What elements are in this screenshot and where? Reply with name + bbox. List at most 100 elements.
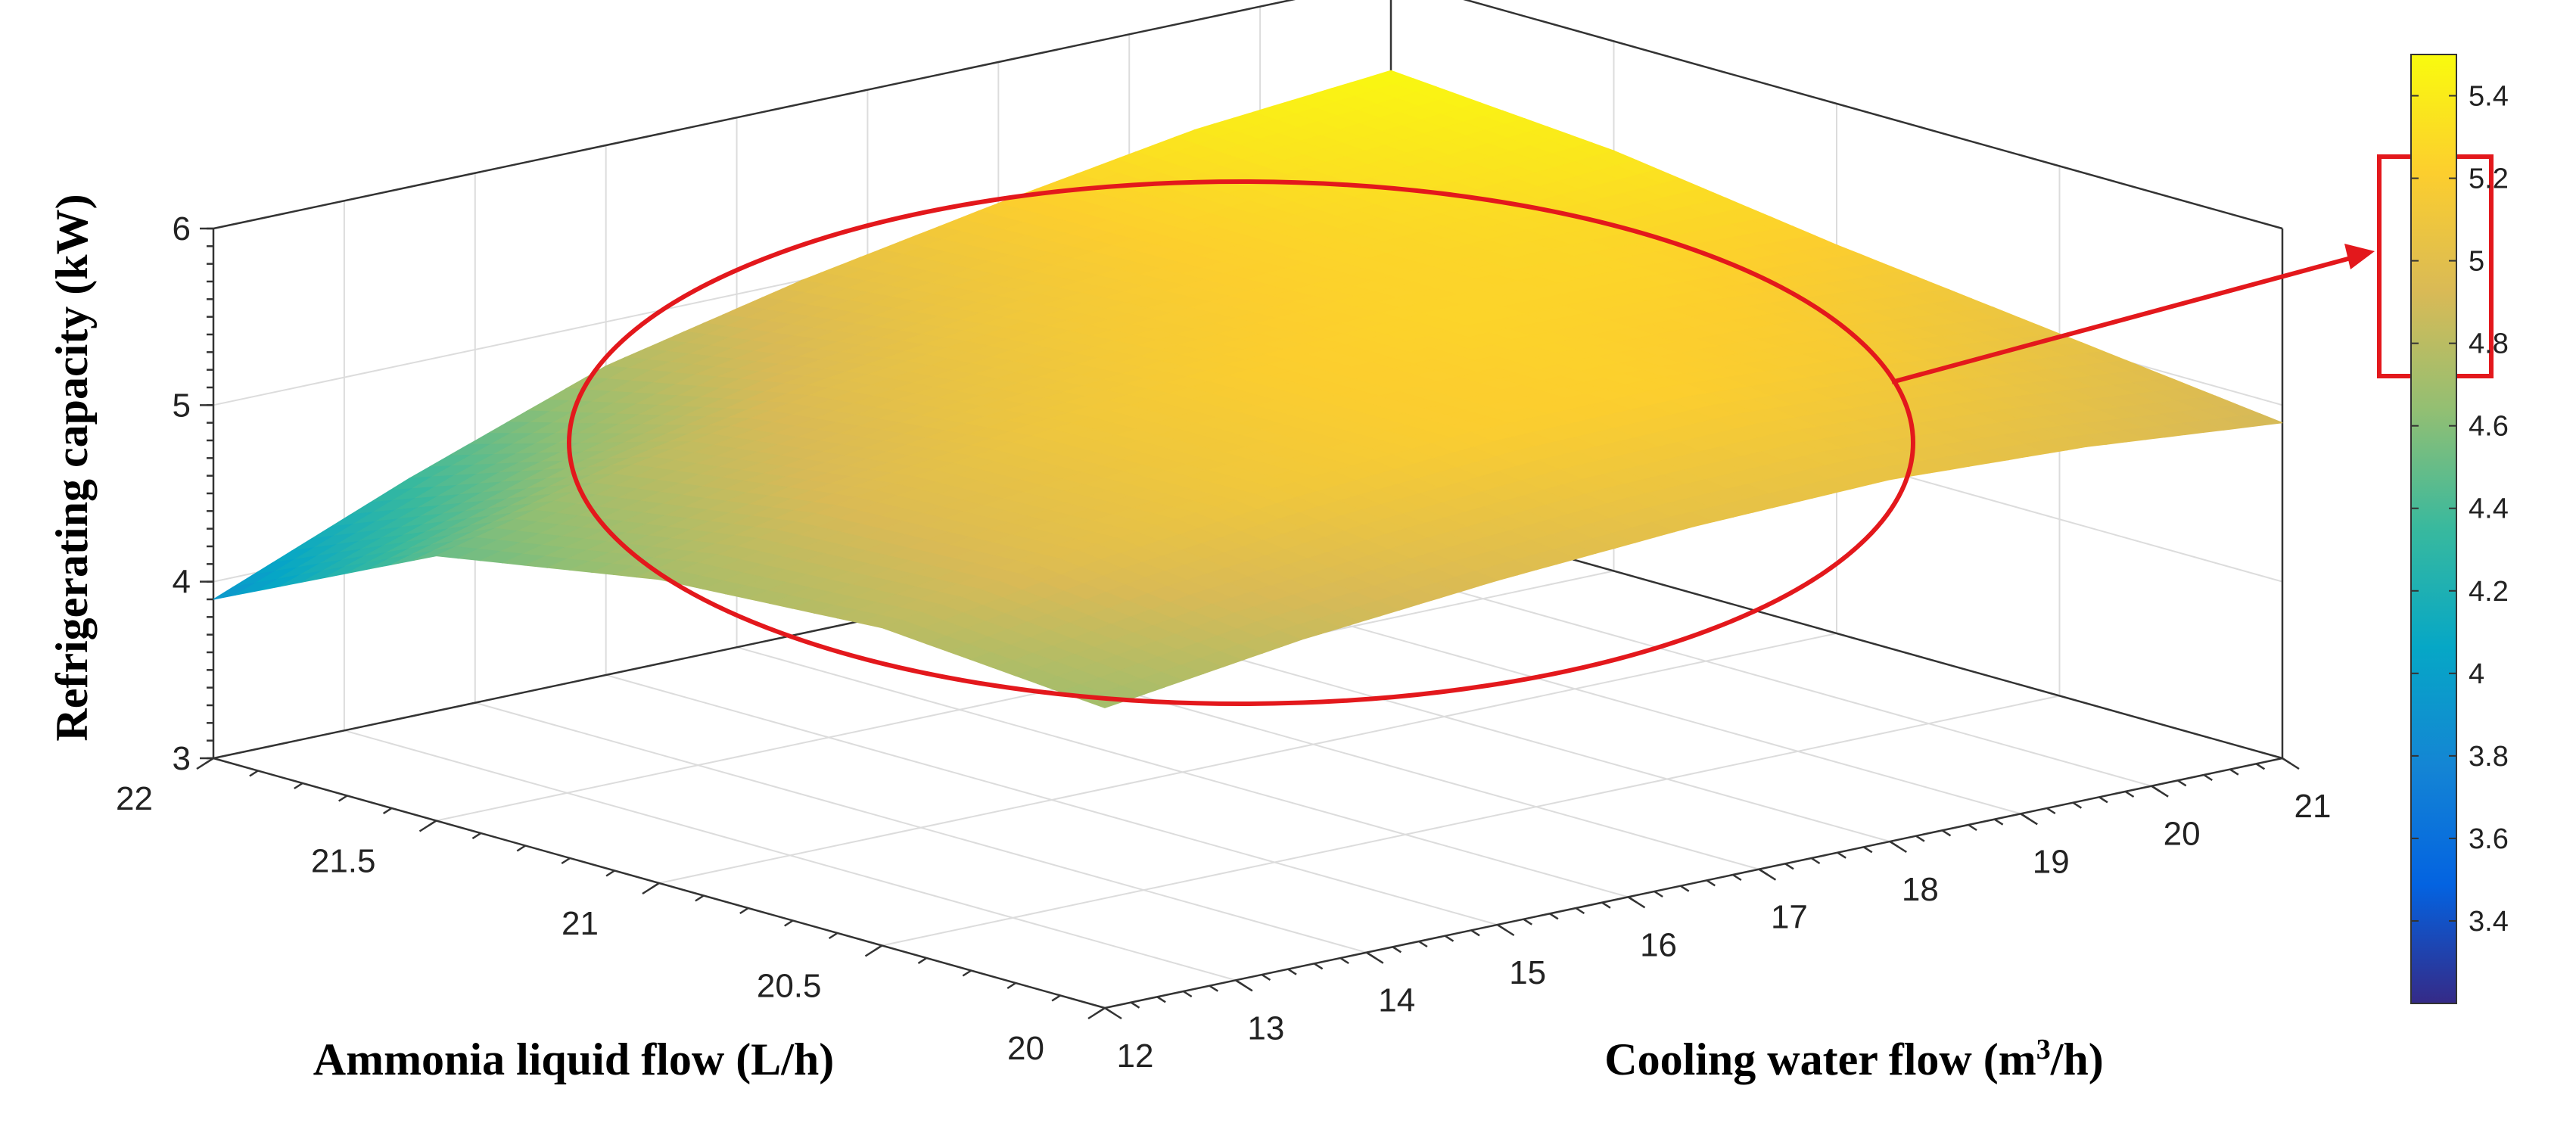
y-axis-title: Cooling water flow (m3/h) bbox=[1604, 1034, 2104, 1084]
y-minor-tick bbox=[2098, 796, 2108, 804]
colorbar-ticks: 3.4 3.6 3.8 4 4.2 4.4 4.6 4.8 5 5.2 5.4 bbox=[2411, 81, 2509, 938]
grid-line bbox=[436, 570, 1614, 822]
colorbar-tick-label: 4 bbox=[2469, 658, 2484, 690]
colorbar-tick-label: 3.4 bbox=[2469, 906, 2509, 938]
x-minor-tick bbox=[605, 869, 615, 877]
y-minor-tick bbox=[1968, 823, 1977, 832]
z-axis-title: Refrigerating capacity (kW) bbox=[47, 194, 97, 741]
y-minor-tick bbox=[1366, 951, 1376, 959]
x-minor-tick bbox=[382, 807, 393, 815]
y-minor-tick bbox=[2020, 813, 2030, 820]
y-tick-label: 20 bbox=[2164, 816, 2201, 853]
y-minor-tick bbox=[1209, 985, 1218, 992]
y-tick-label: 19 bbox=[2033, 843, 2070, 880]
y-minor-tick bbox=[2229, 768, 2239, 776]
y-minor-tick bbox=[1470, 929, 1480, 937]
colorbar-tick-label: 4.4 bbox=[2469, 493, 2509, 525]
y-minor-tick bbox=[1392, 946, 1402, 953]
y-minor-tick bbox=[2046, 807, 2056, 815]
axes-front-edges bbox=[213, 757, 2283, 1009]
axes-box-edge bbox=[213, 0, 1296, 230]
colorbar-tick-label: 4.2 bbox=[2469, 576, 2509, 608]
grid-line bbox=[474, 701, 1367, 953]
y-tick-label: 17 bbox=[1771, 899, 1808, 936]
x-minor-tick bbox=[338, 795, 348, 802]
x-tick-label: 21.5 bbox=[311, 843, 376, 880]
z-tick-label: 3 bbox=[173, 740, 191, 777]
y-axis-title-tail: /h) bbox=[2050, 1034, 2104, 1084]
y-minor-tick bbox=[1837, 851, 1846, 859]
y-minor-tick bbox=[1287, 968, 1297, 975]
y-minor-tick bbox=[1496, 923, 1507, 932]
y-minor-tick bbox=[2124, 790, 2135, 798]
x-minor-tick bbox=[516, 845, 526, 852]
y-minor-tick bbox=[1889, 840, 1899, 848]
y-minor-tick bbox=[1810, 857, 1821, 865]
y-minor-tick bbox=[1863, 846, 1873, 854]
x-minor-tick bbox=[427, 820, 437, 827]
y-minor-tick bbox=[2255, 763, 2266, 770]
colorbar-bar bbox=[2410, 54, 2457, 1004]
x-minor-tick bbox=[1006, 981, 1016, 990]
y-minor-tick bbox=[1627, 896, 1638, 904]
grid-line bbox=[882, 695, 2060, 947]
x-minor-tick bbox=[1051, 994, 1061, 1002]
y-minor-tick bbox=[2151, 785, 2161, 792]
x-minor-tick bbox=[1096, 1006, 1106, 1015]
y-minor-tick bbox=[1523, 918, 1532, 925]
y-minor-tick bbox=[1993, 818, 2004, 826]
colorbar-tick-label: 4.6 bbox=[2469, 411, 2509, 443]
y-minor-tick bbox=[1575, 907, 1585, 915]
y-minor-tick bbox=[1339, 957, 1349, 965]
y-minor-tick bbox=[1680, 885, 1690, 892]
x-minor-tick bbox=[739, 907, 749, 915]
grid-line bbox=[658, 633, 1837, 884]
y-minor-tick bbox=[1706, 879, 1716, 887]
grid-line bbox=[605, 674, 1498, 925]
x-minor-tick bbox=[650, 882, 660, 890]
colorbar-tick-label: 3.6 bbox=[2469, 823, 2509, 855]
y-tick-label: 14 bbox=[1378, 982, 1415, 1019]
y-minor-tick bbox=[1549, 913, 1559, 920]
grid-line bbox=[344, 729, 1237, 981]
y-minor-tick bbox=[1104, 1006, 1114, 1015]
colorbar-tick-label: 4.8 bbox=[2469, 328, 2509, 360]
grid-line bbox=[736, 646, 1629, 898]
x-minor-tick bbox=[784, 919, 794, 927]
x-minor-tick bbox=[294, 782, 303, 790]
y-minor-tick bbox=[1313, 963, 1324, 970]
axes-box-edge bbox=[1104, 757, 2283, 1009]
x-minor-tick bbox=[561, 857, 571, 865]
y-tick-label: 12 bbox=[1117, 1037, 1154, 1075]
x-minor-tick bbox=[471, 832, 482, 840]
x-minor-tick bbox=[204, 757, 214, 765]
axes-box-edge bbox=[1463, 0, 2283, 230]
y-tick-label: 21 bbox=[2294, 788, 2332, 825]
z-tick-label: 4 bbox=[173, 564, 191, 601]
y-minor-tick bbox=[1183, 990, 1193, 998]
colorbar-tick-label: 5.4 bbox=[2469, 81, 2509, 113]
y-minor-tick bbox=[1915, 835, 1925, 842]
y-minor-tick bbox=[2177, 779, 2187, 787]
highlight-ellipse bbox=[567, 179, 1915, 706]
y-minor-tick bbox=[1732, 873, 1742, 882]
y-minor-tick bbox=[1941, 829, 1952, 837]
colorbar-tick-label: 3.8 bbox=[2469, 741, 2509, 773]
z-tick-label: 5 bbox=[173, 387, 191, 424]
y-minor-tick bbox=[2072, 801, 2083, 809]
y-axis-title-main: Cooling water flow (m bbox=[1604, 1034, 2036, 1084]
y-tick-label: 16 bbox=[1640, 926, 1677, 963]
y-minor-tick bbox=[1235, 979, 1245, 987]
x-minor-tick bbox=[873, 944, 883, 952]
x-minor-tick bbox=[828, 932, 838, 940]
y-minor-tick bbox=[1784, 863, 1794, 870]
x-minor-tick bbox=[962, 969, 972, 977]
y-minor-tick bbox=[2203, 773, 2213, 782]
y-minor-tick bbox=[1654, 890, 1663, 898]
highlight-arrow bbox=[1891, 255, 2354, 384]
y-minor-tick bbox=[1130, 1001, 1140, 1009]
axis-ticks: 3 4 5 6 20 20.5 21 21.5 22 12 13 14 15 16 17 18 19 20 21 bbox=[116, 210, 2331, 1075]
y-axis-title-sup: 3 bbox=[2036, 1034, 2051, 1065]
